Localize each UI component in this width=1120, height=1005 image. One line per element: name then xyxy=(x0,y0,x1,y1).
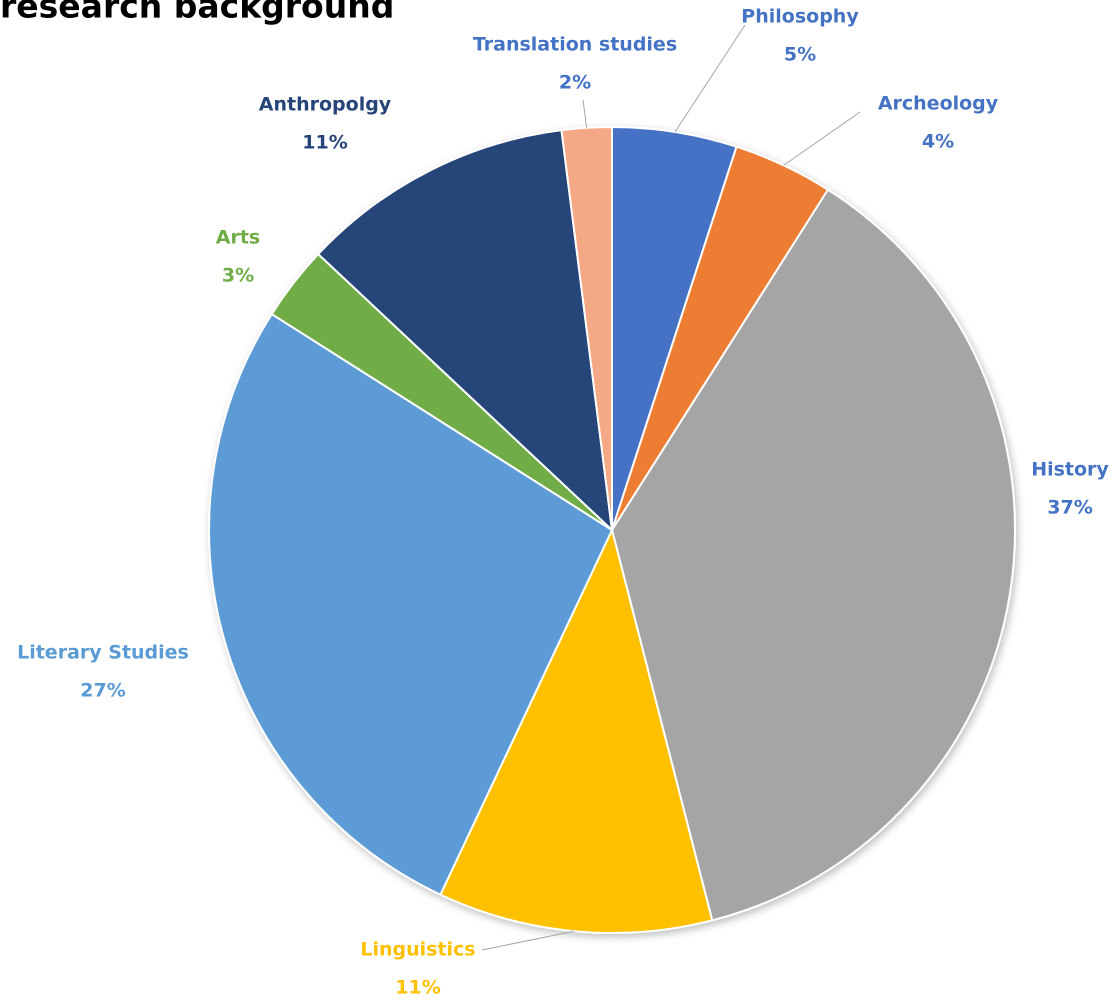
leader-line xyxy=(674,24,746,133)
slice-label: Anthropolgy xyxy=(259,94,392,116)
slice-label: Literary Studies xyxy=(17,642,189,664)
slice-label: History xyxy=(1031,459,1109,481)
leader-line xyxy=(783,111,861,166)
slice-label: Linguistics xyxy=(360,939,475,961)
slice-value: 5% xyxy=(784,44,816,66)
pie-slice xyxy=(208,312,614,896)
slice-value: 11% xyxy=(302,132,347,154)
slice-value: 3% xyxy=(222,265,254,287)
pie-slice xyxy=(560,125,613,531)
leader-line xyxy=(582,99,588,128)
leader-line xyxy=(481,930,575,951)
slice-label: Philosophy xyxy=(741,6,859,28)
pie-slice xyxy=(610,188,1016,922)
slice-value: 4% xyxy=(922,131,954,153)
pie-slice xyxy=(316,129,614,533)
slice-label: Archeology xyxy=(878,93,999,115)
slice-value: 27% xyxy=(80,680,125,702)
pie-slice xyxy=(439,527,714,934)
slice-value: 11% xyxy=(395,977,440,999)
slice-label: Translation studies xyxy=(473,34,677,56)
slice-label: Arts xyxy=(216,227,260,249)
chart-title: research background xyxy=(0,0,394,26)
slice-value: 2% xyxy=(559,72,591,94)
slice-value: 37% xyxy=(1047,497,1092,519)
pie xyxy=(208,125,1016,934)
